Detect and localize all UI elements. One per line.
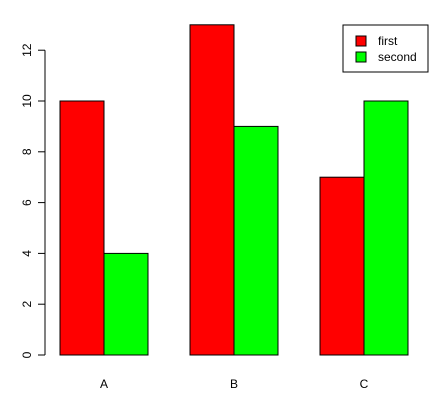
y-axis: 0 2 4 6 8 10 12 [20,43,46,358]
x-tick-label: C [360,377,369,391]
y-tick-label: 12 [20,43,34,57]
x-axis: A B C [100,377,369,391]
legend-box [342,24,429,73]
y-tick-label: 4 [20,250,34,257]
legend-label-first: first [378,34,398,48]
legend: first second [342,24,429,73]
legend-swatch-first [355,35,367,47]
y-tick-label: 6 [20,199,34,206]
y-tick-label: 0 [20,351,34,358]
legend-swatch-second [355,51,367,63]
bar-C-first [319,176,365,356]
legend-label-second: second [378,50,417,64]
y-tick-label: 8 [20,148,34,155]
bars [59,24,409,356]
y-tick-label: 10 [20,94,34,108]
y-tick-label: 2 [20,301,34,308]
bar-A-second [103,252,149,356]
bar-A-first [59,100,105,356]
x-tick-label: A [100,377,108,391]
x-tick-label: B [230,377,238,391]
bar-B-first [189,24,235,356]
bar-B-second [233,125,279,356]
bar-C-second [363,100,409,356]
